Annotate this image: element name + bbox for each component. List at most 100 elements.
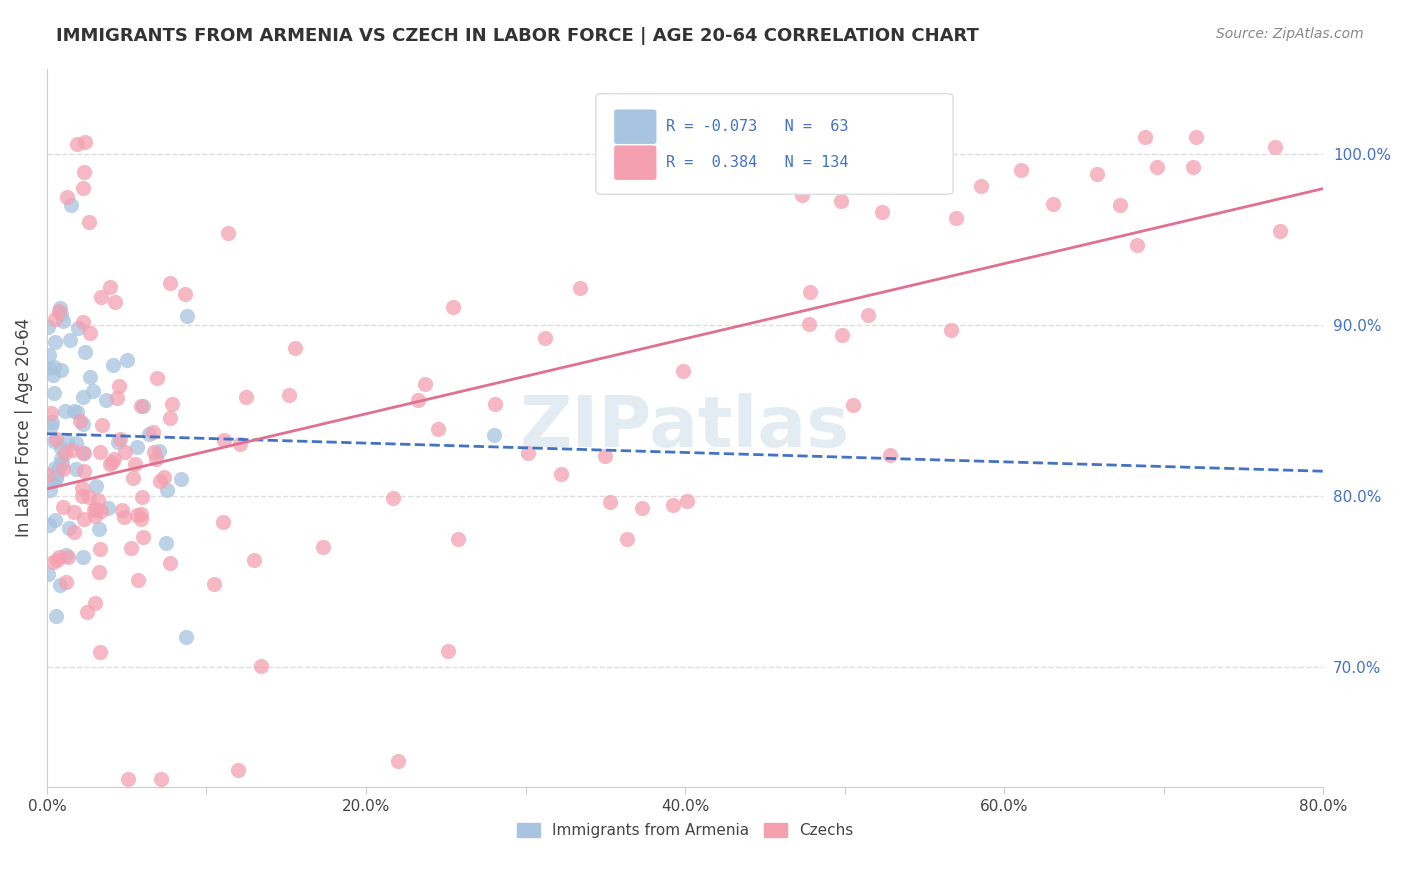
FancyBboxPatch shape	[614, 146, 655, 179]
Text: IMMIGRANTS FROM ARMENIA VS CZECH IN LABOR FORCE | AGE 20-64 CORRELATION CHART: IMMIGRANTS FROM ARMENIA VS CZECH IN LABO…	[56, 27, 979, 45]
Point	[616, 532, 638, 546]
Point	[72, 446, 94, 460]
Point	[107, 435, 129, 450]
Point	[1126, 238, 1149, 252]
Point	[82, 384, 104, 398]
Point	[52, 500, 75, 515]
Point	[117, 772, 139, 786]
Point	[831, 327, 853, 342]
Point	[212, 516, 235, 530]
Point	[65, 462, 87, 476]
Point	[131, 399, 153, 413]
Point	[170, 472, 193, 486]
Point	[149, 772, 172, 786]
Point	[447, 532, 470, 546]
Point	[89, 521, 111, 535]
Point	[37, 566, 59, 581]
Point	[91, 418, 114, 433]
Point	[842, 398, 865, 412]
Point	[427, 421, 450, 435]
Point	[176, 309, 198, 323]
Point	[52, 314, 75, 328]
Point	[65, 405, 87, 419]
Point	[51, 452, 73, 467]
Point	[48, 549, 70, 564]
Point	[45, 470, 67, 484]
Point	[72, 181, 94, 195]
Point	[48, 301, 70, 315]
Point	[44, 513, 66, 527]
Point	[101, 358, 124, 372]
Point	[235, 390, 257, 404]
Point	[129, 512, 152, 526]
Point	[155, 536, 177, 550]
Point	[42, 386, 65, 401]
Point	[59, 333, 82, 347]
Point	[145, 452, 167, 467]
Point	[89, 541, 111, 556]
Point	[89, 645, 111, 659]
Point	[945, 211, 967, 225]
Point	[517, 445, 540, 459]
Point	[156, 483, 179, 498]
FancyBboxPatch shape	[596, 94, 953, 194]
Point	[174, 630, 197, 644]
Point	[98, 457, 121, 471]
Point	[129, 399, 152, 413]
Point	[125, 440, 148, 454]
Point	[970, 179, 993, 194]
Point	[676, 494, 699, 508]
Point	[138, 426, 160, 441]
Point	[1133, 130, 1156, 145]
Point	[142, 425, 165, 440]
Point	[87, 493, 110, 508]
Point	[830, 194, 852, 209]
Point	[131, 490, 153, 504]
Point	[381, 491, 404, 506]
Point	[127, 508, 149, 523]
Point	[120, 541, 142, 555]
Point	[105, 392, 128, 406]
Point	[148, 443, 170, 458]
Point	[83, 503, 105, 517]
Point	[97, 501, 120, 516]
Point	[84, 479, 107, 493]
Point	[387, 755, 409, 769]
Point	[76, 605, 98, 619]
Point	[797, 317, 820, 331]
Point	[48, 303, 70, 318]
FancyBboxPatch shape	[614, 111, 655, 144]
Point	[38, 483, 60, 497]
Point	[48, 578, 70, 592]
Point	[228, 437, 250, 451]
Point	[115, 353, 138, 368]
Point	[159, 410, 181, 425]
Point	[55, 549, 77, 563]
Text: R = -0.073   N =  63: R = -0.073 N = 63	[666, 120, 848, 134]
Point	[62, 525, 84, 540]
Point	[599, 495, 621, 509]
Point	[437, 644, 460, 658]
Point	[1146, 160, 1168, 174]
Point	[131, 508, 153, 522]
Point	[51, 363, 73, 377]
Point	[45, 552, 67, 566]
Point	[84, 501, 107, 516]
Point	[104, 295, 127, 310]
Point	[70, 481, 93, 495]
Point	[72, 315, 94, 329]
Point	[73, 464, 96, 478]
Point	[441, 301, 464, 315]
Point	[69, 414, 91, 428]
Point	[1181, 160, 1204, 174]
Point	[39, 418, 62, 433]
Point	[56, 189, 79, 203]
Point	[53, 404, 76, 418]
Point	[72, 550, 94, 565]
Point	[114, 445, 136, 459]
Point	[65, 436, 87, 450]
Point	[160, 397, 183, 411]
Point	[941, 323, 963, 337]
Point	[662, 498, 685, 512]
Point	[228, 763, 250, 777]
